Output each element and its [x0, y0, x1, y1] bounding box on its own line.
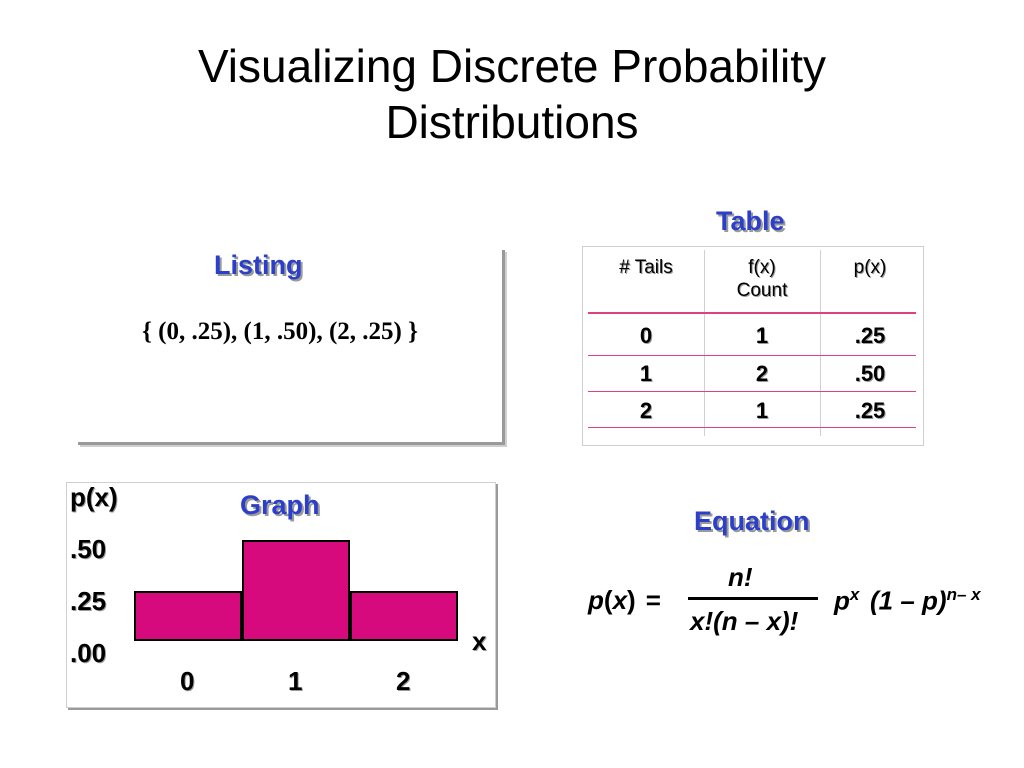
bar-0	[134, 590, 242, 641]
listing-heading: Listing	[214, 250, 303, 280]
table-cell: 1	[755, 323, 769, 348]
table-cell: 1	[755, 398, 769, 423]
equation-numerator: n!	[728, 562, 753, 592]
probability-table	[582, 246, 924, 446]
table-header-px: p(x)	[853, 257, 887, 278]
table-cell: .25	[854, 398, 886, 423]
table-header-tails: # Tails	[619, 257, 673, 278]
table-rule	[588, 355, 916, 356]
graph-ytick: .00	[70, 638, 107, 668]
graph-ytick: .25	[70, 586, 107, 616]
bar-2	[350, 590, 458, 641]
table-cell: .25	[854, 323, 886, 348]
equation-denominator: x!(n – x)!	[690, 606, 799, 636]
slide-title-line2: Distributions	[385, 96, 639, 148]
graph-box	[66, 482, 496, 708]
table-cell: .50	[854, 361, 886, 386]
table-header-fx-line2: Count	[736, 280, 788, 301]
equation-p-term: px	[834, 585, 859, 617]
listing-text: { (0, .25), (1, .50), (2, .25) }	[142, 318, 418, 345]
table-cell: 1	[639, 361, 653, 386]
slide-title: Visualizing Discrete Probability Distrib…	[0, 38, 1024, 150]
table-header-fx-line1: f(x)	[748, 257, 776, 278]
table-cell: 2	[639, 398, 653, 423]
equation-lhs: p(x) =	[588, 585, 661, 615]
equation-lhs-x: x	[612, 585, 628, 615]
equation-p: p	[834, 585, 850, 616]
equation-q-term: (1 – p)n– x	[870, 585, 981, 617]
equation-term: (1 – p)	[870, 585, 947, 616]
graph-heading: Graph	[240, 490, 320, 520]
table-divider	[704, 250, 705, 436]
graph-xtick: 1	[288, 666, 303, 696]
table-divider	[820, 250, 821, 436]
graph-ylabel: p(x)	[70, 482, 118, 512]
graph-xtick: 2	[396, 666, 411, 696]
graph-xlabel: x	[472, 626, 487, 656]
equation-lhs-p: p	[588, 585, 604, 615]
graph-xtick: 0	[180, 666, 195, 696]
equation-x-exponent: x	[849, 585, 860, 604]
table-rule	[588, 427, 916, 428]
table-cell: 2	[755, 361, 769, 386]
equation-heading: Equation	[694, 506, 810, 536]
bar-1	[242, 540, 350, 641]
listing-box	[78, 250, 505, 445]
table-rule	[588, 391, 916, 392]
table-rule	[588, 312, 916, 314]
table-cell: 0	[639, 323, 653, 348]
table-heading: Table	[716, 206, 785, 236]
equation-fraction-bar	[688, 597, 818, 600]
table-header-fx: f(x) Count	[704, 256, 820, 302]
graph-ytick: .50	[70, 534, 107, 564]
equation-nx-exponent: n– x	[946, 585, 981, 604]
slide-title-line1: Visualizing Discrete Probability	[197, 40, 827, 92]
